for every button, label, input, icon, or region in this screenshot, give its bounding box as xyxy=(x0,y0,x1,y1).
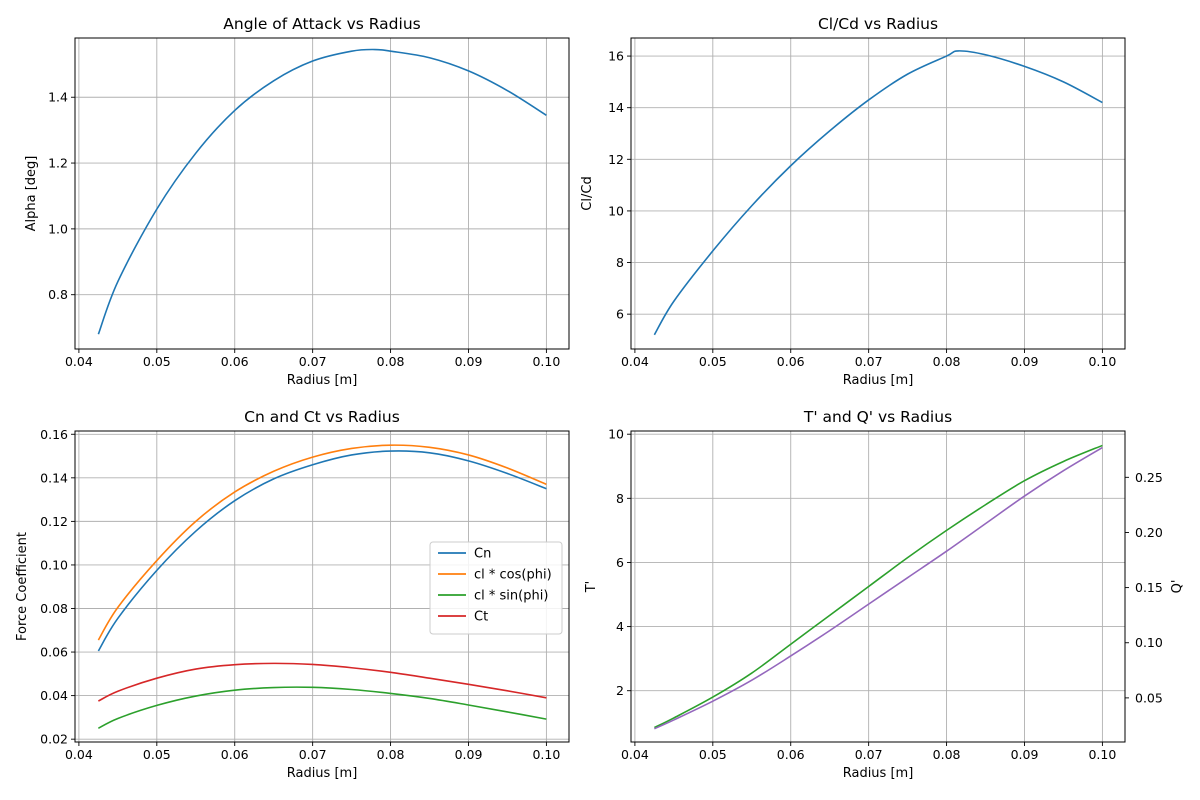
plot-frame xyxy=(630,430,1126,743)
y-tick-label: 10 xyxy=(608,203,624,218)
y-tick-label: 0.02 xyxy=(40,732,68,747)
y-tick-label: 0.16 xyxy=(40,427,68,442)
x-tick-label: 0.10 xyxy=(1088,747,1116,762)
x-tick-label: 0.04 xyxy=(621,747,649,762)
legend-label-cn: Cn xyxy=(474,547,491,562)
y-axis-label: T' xyxy=(584,581,599,594)
x-tick-label: 0.07 xyxy=(299,354,327,369)
series-line-clcd-0 xyxy=(653,50,1103,336)
x-tick-label: 0.09 xyxy=(1011,354,1039,369)
y-axis-label: Alpha [deg] xyxy=(24,156,39,232)
y-right-tick-label: 0.05 xyxy=(1135,690,1163,705)
chart-title: T' and Q' vs Radius xyxy=(803,408,952,426)
y-tick-label: 12 xyxy=(608,152,624,167)
plot-frame xyxy=(74,37,570,350)
chart-tq: 0.04 0.05 0.06 0.07 0.08 0.09 0.10 2 4 6 8 10 0.05 0.… xyxy=(584,408,1185,781)
x-tick-label: 0.05 xyxy=(143,747,171,762)
y-tick-label: 0.8 xyxy=(48,287,68,302)
legend-label-cl-cos-phi: cl * cos(phi) xyxy=(474,568,552,583)
x-tick-label: 0.07 xyxy=(299,747,327,762)
x-tick-label: 0.09 xyxy=(455,747,483,762)
y-tick-label: 1.0 xyxy=(48,221,68,236)
y-axis-label: Force Coefficient xyxy=(15,532,30,641)
x-tick-label: 0.09 xyxy=(1011,747,1039,762)
x-axis-label: Radius [m] xyxy=(287,766,358,781)
chart-title: Cn and Ct vs Radius xyxy=(244,408,400,426)
x-tick-label: 0.07 xyxy=(855,354,883,369)
x-tick-label: 0.07 xyxy=(855,747,883,762)
y-right-tick-label: 0.10 xyxy=(1135,635,1163,650)
x-tick-label: 0.06 xyxy=(777,354,805,369)
y-tick-label: 0.04 xyxy=(40,688,68,703)
x-tick-label: 0.10 xyxy=(532,747,560,762)
series-line-tq-1 xyxy=(654,446,1103,730)
y-right-tick-label: 0.15 xyxy=(1135,580,1163,595)
y-tick-label: 1.2 xyxy=(48,156,68,171)
series-line-cn xyxy=(97,450,547,652)
y-tick-label: 10 xyxy=(608,427,624,442)
y-right-tick-label: 0.25 xyxy=(1135,470,1163,485)
y-tick-label: 6 xyxy=(616,555,624,570)
chart-alpha: 0.04 0.05 0.06 0.07 0.08 0.09 0.10 0.8 1.0 1.2 1.4… xyxy=(24,15,570,388)
x-tick-label: 0.09 xyxy=(455,354,483,369)
legend-label-cl-sin-phi: cl * sin(phi) xyxy=(474,589,548,604)
x-tick-label: 0.05 xyxy=(699,747,727,762)
series-line-alpha-0 xyxy=(97,48,547,335)
y-tick-label: 2 xyxy=(616,683,624,698)
y-tick-label: 1.4 xyxy=(48,90,68,105)
x-tick-label: 0.04 xyxy=(65,354,93,369)
x-tick-label: 0.06 xyxy=(221,354,249,369)
chart-cnct: 0.04 0.05 0.06 0.07 0.08 0.09 0.100.020.040.06… xyxy=(15,408,570,781)
x-tick-label: 0.08 xyxy=(377,354,405,369)
chart-title: Cl/Cd vs Radius xyxy=(818,15,938,33)
x-tick-label: 0.08 xyxy=(377,747,405,762)
legend: Cn cl * cos(phi) cl * sin(phi) Ct xyxy=(429,541,563,635)
legend-frame xyxy=(429,541,563,635)
x-tick-label: 0.05 xyxy=(699,354,727,369)
legend-label-ct: Ct xyxy=(474,610,488,625)
y-tick-label: 8 xyxy=(616,491,624,506)
x-tick-label: 0.05 xyxy=(143,354,171,369)
series-line-cl-sin-phi xyxy=(98,686,547,729)
y-axis-label-right: Q' xyxy=(1170,580,1185,594)
x-tick-label: 0.04 xyxy=(621,354,649,369)
chart-title: Angle of Attack vs Radius xyxy=(223,15,420,33)
x-tick-label: 0.04 xyxy=(65,747,93,762)
series-line-tq-0 xyxy=(654,444,1103,729)
chart-clcd: 0.04 0.05 0.06 0.07 0.08 0.09 0.10 6 8 10 12 14 16 Cl… xyxy=(580,15,1126,388)
y-tick-label: 0.08 xyxy=(40,601,68,616)
y-tick-label: 6 xyxy=(616,307,624,322)
series-line-ct xyxy=(98,662,547,702)
y-tick-label: 4 xyxy=(616,619,624,634)
x-tick-label: 0.08 xyxy=(933,354,961,369)
y-axis-label: Cl/Cd xyxy=(580,176,595,210)
x-axis-label: Radius [m] xyxy=(287,373,358,388)
series-line-cl-cos-phi xyxy=(97,444,547,641)
y-tick-label: 0.06 xyxy=(40,645,68,660)
x-tick-label: 0.10 xyxy=(532,354,560,369)
x-tick-label: 0.10 xyxy=(1088,354,1116,369)
y-tick-label: 0.10 xyxy=(40,557,68,572)
y-tick-label: 0.12 xyxy=(40,514,68,529)
x-axis-label: Radius [m] xyxy=(843,766,914,781)
y-tick-label: 0.14 xyxy=(40,470,68,485)
plot-frame xyxy=(74,430,570,743)
y-tick-label: 16 xyxy=(608,49,624,64)
x-tick-label: 0.06 xyxy=(777,747,805,762)
y-tick-label: 14 xyxy=(608,100,624,115)
y-tick-label: 8 xyxy=(616,255,624,270)
plot-frame xyxy=(630,37,1126,350)
x-tick-label: 0.06 xyxy=(221,747,249,762)
y-right-tick-label: 0.20 xyxy=(1135,525,1163,540)
x-tick-label: 0.08 xyxy=(933,747,961,762)
x-axis-label: Radius [m] xyxy=(843,373,914,388)
